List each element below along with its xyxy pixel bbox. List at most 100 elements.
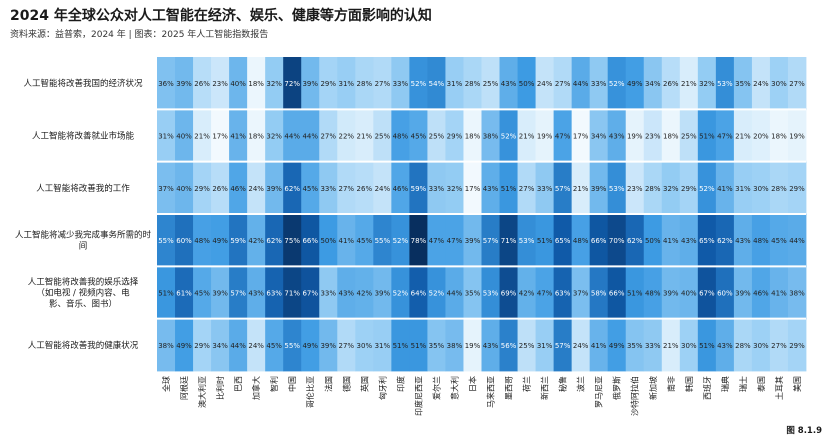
- cell-value-label: 29%: [789, 342, 805, 350]
- heatmap-cell: [265, 318, 284, 372]
- cell-value-label: 47%: [537, 290, 553, 298]
- cell-value-label: 39%: [212, 290, 228, 298]
- heatmap-cell: [193, 214, 212, 267]
- cell-value-label: 23%: [627, 185, 643, 193]
- heatmap-cell: [787, 214, 807, 267]
- cell-value-label: 51%: [699, 342, 715, 350]
- cell-value-label: 32%: [699, 80, 715, 88]
- cell-value-label: 32%: [663, 185, 679, 193]
- heatmap-cell: [193, 161, 212, 215]
- heatmap-cell: [481, 109, 500, 163]
- cell-value-label: 28%: [771, 185, 787, 193]
- cell-value-label: 71%: [284, 290, 300, 298]
- heatmap-cell: [751, 266, 771, 320]
- cell-value-label: 29%: [681, 185, 697, 193]
- cell-value-label: 30%: [357, 342, 373, 350]
- cell-value-label: 47%: [717, 133, 733, 141]
- heatmap-cell: [517, 161, 536, 215]
- heatmap-cell: [499, 318, 518, 372]
- cell-value-label: 19%: [465, 342, 481, 350]
- cell-value-label: 26%: [212, 185, 228, 193]
- heatmap-cell: [445, 109, 464, 163]
- heatmap-cell: [427, 109, 446, 163]
- heatmap-cell: [751, 109, 771, 163]
- column-label: 比利时: [215, 376, 225, 400]
- heatmap-cell: [229, 214, 248, 267]
- cell-value-label: 70%: [609, 237, 625, 245]
- heatmap-cell: [427, 161, 446, 215]
- cell-value-label: 50%: [645, 237, 661, 245]
- row-label: 人工智能将改善我国的经济状况: [23, 78, 143, 89]
- column-label: 荷兰: [522, 376, 532, 392]
- heatmap-cell: [193, 57, 212, 110]
- cell-value-label: 59%: [230, 237, 246, 245]
- cell-value-label: 40%: [230, 80, 246, 88]
- heatmap-cell: [571, 318, 591, 372]
- cell-value-label: 71%: [501, 237, 517, 245]
- column-label: 哥伦比亚: [305, 376, 315, 408]
- heatmap-cell: [193, 109, 212, 163]
- heatmap-cell: [211, 318, 230, 372]
- heatmap-cell: [337, 161, 356, 215]
- heatmap-cell: [553, 161, 573, 215]
- heatmap-cell: [229, 266, 248, 320]
- cell-value-label: 46%: [753, 290, 769, 298]
- cell-value-label: 31%: [447, 80, 463, 88]
- column-label: 日本: [467, 376, 477, 392]
- cell-value-label: 45%: [357, 237, 373, 245]
- cell-value-label: 43%: [501, 80, 517, 88]
- cell-value-label: 27%: [375, 80, 391, 88]
- heatmap-cell: [769, 57, 789, 110]
- heatmap-cell: [193, 318, 212, 372]
- column-label: 加拿大: [251, 376, 261, 400]
- cell-value-label: 35%: [465, 290, 481, 298]
- cell-value-label: 47%: [447, 237, 463, 245]
- heatmap-cell: [679, 214, 699, 267]
- cell-value-label: 31%: [735, 185, 751, 193]
- heatmap-cell: [301, 214, 320, 267]
- heatmap-cell: [409, 161, 428, 215]
- cell-value-label: 23%: [645, 133, 661, 141]
- heatmap-cell: [175, 214, 194, 267]
- row-label: 人工智能将改善我的健康状况: [28, 340, 139, 351]
- heatmap-cell: [535, 57, 555, 110]
- cell-value-label: 18%: [663, 133, 679, 141]
- column-label: 阿根廷: [179, 376, 189, 400]
- cell-value-label: 67%: [699, 290, 715, 298]
- column-label: 德国: [341, 376, 351, 392]
- column-label: 新加坡: [648, 376, 658, 400]
- cell-value-label: 27%: [339, 185, 355, 193]
- heatmap-cell: [643, 57, 663, 110]
- heatmap-cell: [589, 214, 609, 267]
- cell-value-label: 44%: [447, 290, 463, 298]
- heatmap-cell: [211, 214, 230, 267]
- cell-value-label: 64%: [411, 290, 427, 298]
- cell-value-label: 39%: [465, 237, 481, 245]
- heatmap-cell: [643, 318, 663, 372]
- cell-value-label: 52%: [411, 80, 427, 88]
- cell-value-label: 33%: [537, 185, 553, 193]
- heatmap-cell: [661, 161, 681, 215]
- heatmap-cell: [175, 318, 194, 372]
- heatmap-cell: [391, 214, 410, 267]
- heatmap-cell: [211, 57, 230, 110]
- cell-value-label: 34%: [212, 342, 228, 350]
- heatmap-cell: [193, 266, 212, 320]
- cell-value-label: 58%: [591, 290, 607, 298]
- cell-value-label: 24%: [375, 185, 391, 193]
- heatmap-cell: [589, 318, 609, 372]
- heatmap-cell: [607, 161, 627, 215]
- figure-label: 图 8.1.9: [786, 426, 822, 436]
- column-label: 智利: [269, 376, 279, 392]
- heatmap-cell: [355, 109, 374, 163]
- heatmap-cell: [463, 318, 482, 372]
- heatmap-cell: [337, 318, 356, 372]
- heatmap-cell: [391, 109, 410, 163]
- heatmap-cell: [499, 161, 518, 215]
- cell-value-label: 26%: [357, 185, 373, 193]
- heatmap-cell: [481, 318, 500, 372]
- heatmap-cell: [589, 161, 609, 215]
- heatmap-cell: [733, 161, 753, 215]
- heatmap-cell: [481, 161, 500, 215]
- heatmap-cell: [625, 161, 645, 215]
